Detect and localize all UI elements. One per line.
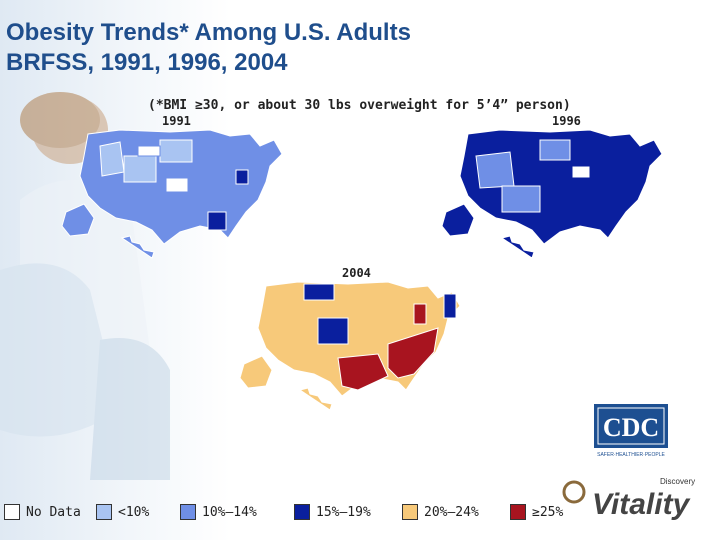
vitality-logo: Discovery Vitality bbox=[560, 470, 710, 526]
map-1996-hawaii bbox=[500, 235, 535, 259]
legend-item-15-19: 15%–19% bbox=[294, 504, 371, 520]
map-1991-alaska bbox=[61, 203, 95, 237]
vitality-logo-text: Vitality bbox=[592, 488, 691, 521]
map-1996-region-mid-3 bbox=[539, 139, 571, 161]
legend-label: 20%–24% bbox=[424, 504, 479, 520]
map-2004-region-high-2 bbox=[387, 327, 439, 379]
map-1991-region-dark-2 bbox=[235, 169, 249, 185]
vitality-logo-prefix: Discovery bbox=[660, 477, 695, 486]
slide-title: Obesity Trends* Among U.S. Adults BRFSS,… bbox=[6, 18, 411, 78]
map-1991-region-nodata-1 bbox=[137, 145, 161, 157]
map-1996-alaska bbox=[441, 203, 475, 237]
legend-label: No Data bbox=[26, 504, 81, 520]
title-line-1: Obesity Trends* Among U.S. Adults bbox=[6, 19, 411, 46]
legend-label: ≥25% bbox=[532, 504, 564, 520]
map-1991-hawaii bbox=[120, 235, 155, 259]
title-line-2: BRFSS, 1991, 1996, 2004 bbox=[6, 49, 288, 76]
map-2004-region-high-3 bbox=[413, 303, 427, 325]
legend-item-under-10: <10% bbox=[96, 504, 149, 520]
vitality-emblem-icon bbox=[562, 480, 586, 504]
map-1991-region-light-3 bbox=[159, 139, 193, 163]
cdc-logo-text: CDC bbox=[603, 413, 659, 442]
us-map-2004 bbox=[239, 281, 461, 411]
map-1991-region-light-2 bbox=[123, 155, 157, 183]
legend-item-no-data: No Data bbox=[4, 504, 81, 520]
legend-label: 15%–19% bbox=[316, 504, 371, 520]
map-year-1996: 1996 bbox=[552, 114, 581, 128]
us-map-1996 bbox=[441, 129, 663, 259]
legend-swatch bbox=[180, 504, 196, 520]
legend-swatch bbox=[294, 504, 310, 520]
map-1996-region-nodata bbox=[571, 165, 591, 179]
map-1996-region-mid-1 bbox=[475, 151, 515, 189]
us-map-1991 bbox=[61, 129, 283, 259]
map-2004-hawaii bbox=[298, 387, 333, 411]
map-year-2004: 2004 bbox=[342, 266, 371, 280]
map-1991-region-nodata-2 bbox=[165, 177, 189, 193]
map-1991-region-dark-1 bbox=[207, 211, 227, 231]
map-1991-region-light-1 bbox=[99, 141, 125, 177]
legend-swatch bbox=[510, 504, 526, 520]
bmi-footnote: (*BMI ≥30, or about 30 lbs overweight fo… bbox=[148, 98, 571, 113]
legend-item-20-24: 20%–24% bbox=[402, 504, 479, 520]
map-2004-region-dark-3 bbox=[443, 293, 457, 319]
legend-label: <10% bbox=[118, 504, 150, 520]
legend-label: 10%–14% bbox=[202, 504, 257, 520]
map-2004-region-high-1 bbox=[337, 353, 389, 391]
legend-swatch bbox=[402, 504, 418, 520]
legend-swatch bbox=[4, 504, 20, 520]
map-2004-region-dark-2 bbox=[317, 317, 349, 345]
cdc-logo: CDC SAFER·HEALTHIER·PEOPLE bbox=[594, 404, 668, 460]
map-2004-alaska bbox=[239, 355, 273, 389]
legend-item-10-14: 10%–14% bbox=[180, 504, 257, 520]
legend-swatch bbox=[96, 504, 112, 520]
map-2004-region-dark-1 bbox=[303, 283, 335, 301]
map-1996-region-mid-2 bbox=[501, 185, 541, 213]
legend-item-25-plus: ≥25% bbox=[510, 504, 563, 520]
legend: No Data <10% 10%–14% 15%–19% 20%–24% ≥25… bbox=[0, 498, 720, 528]
cdc-logo-tagline: SAFER·HEALTHIER·PEOPLE bbox=[597, 452, 665, 458]
map-year-1991: 1991 bbox=[162, 114, 191, 128]
